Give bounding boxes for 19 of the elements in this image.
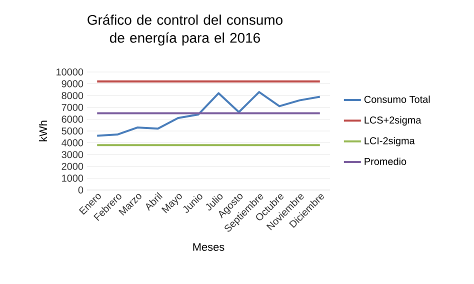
y-tick-label: 5000 [62, 127, 84, 135]
legend-label: LCS+2sigma [364, 116, 422, 126]
legend-label: LCI-2sigma [364, 136, 415, 146]
y-axis-title: kWh [39, 120, 47, 142]
y-tick-label: 7000 [62, 104, 84, 111]
x-axis-title: Meses [193, 243, 224, 251]
y-tick-label: 1000 [62, 174, 84, 182]
y-tick-label: 4000 [62, 139, 84, 146]
y-tick-label: 10000 [56, 68, 84, 76]
line-series [96, 91, 321, 137]
y-tick-label: 2000 [62, 162, 84, 170]
y-tick-label: 8000 [62, 92, 84, 100]
chart-title: Gráfico de control del consumo de energía para el 2016 [88, 14, 282, 46]
legend-label: Consumo Total [364, 96, 430, 103]
legend-label: Promedio [364, 158, 406, 166]
y-tick-label: 3000 [62, 151, 84, 158]
y-tick-label: 9000 [62, 80, 84, 88]
y-tick-label: 0 [78, 186, 84, 194]
y-tick-label: 6000 [62, 116, 84, 123]
